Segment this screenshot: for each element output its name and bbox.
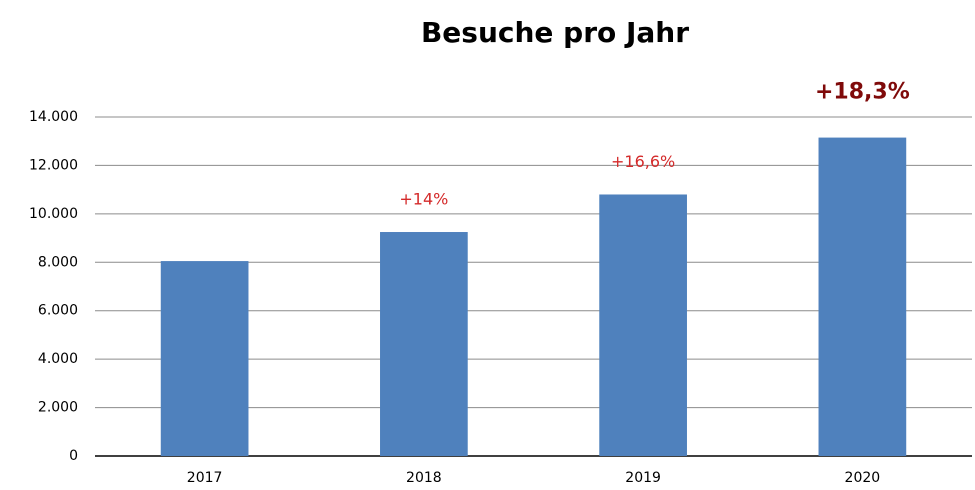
y-tick-label: 12.000 [29, 157, 78, 173]
bar [160, 261, 249, 456]
y-tick-label: 6.000 [38, 303, 78, 319]
bar [599, 194, 687, 456]
x-tick-label: 2020 [845, 470, 881, 486]
chart-title: Besuche pro Jahr [421, 16, 689, 49]
y-tick-label: 2.000 [38, 400, 78, 416]
x-tick-label: 2018 [406, 470, 442, 486]
y-tick-label: 10.000 [29, 206, 78, 222]
bar [818, 137, 907, 456]
y-tick-label: 14.000 [29, 109, 78, 125]
bar [380, 232, 468, 456]
annotation: +18,3% [815, 80, 910, 105]
x-tick-label: 2017 [187, 470, 223, 486]
y-tick-label: 0 [69, 448, 78, 464]
x-tick-label: 2019 [625, 470, 661, 486]
annotation: +16,6% [611, 152, 675, 171]
annotation: +14% [399, 190, 448, 209]
y-tick-label: 8.000 [38, 254, 78, 270]
y-tick-label: 4.000 [38, 351, 78, 367]
